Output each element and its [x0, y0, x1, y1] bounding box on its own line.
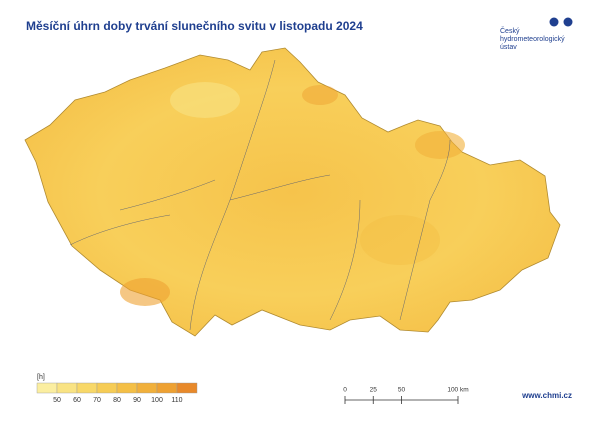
map: [24, 47, 561, 337]
map-shade: [170, 82, 240, 118]
legend-swatch: [176, 382, 198, 394]
logo-dot: [563, 17, 573, 27]
legend-tick-label: 100: [151, 397, 163, 404]
title: Měsíční úhrn doby trvání slunečního svit…: [26, 19, 363, 33]
legend: [h] 50 60 70 80 90 100 110: [36, 374, 198, 404]
map-shade: [302, 85, 338, 105]
footer-link: www.chmi.cz: [521, 391, 572, 400]
logo-text: Český: [500, 26, 520, 35]
legend-swatch: [156, 382, 178, 394]
logo: Český hydrometeorologický ústav: [500, 17, 573, 51]
map-shade: [360, 215, 440, 265]
rivers: [69, 59, 451, 331]
legend-swatch: [96, 382, 118, 394]
country-shape: [24, 47, 561, 337]
legend-tick-label: 60: [73, 397, 81, 404]
legend-tick-label: 110: [171, 397, 182, 404]
legend-tick-label: 70: [93, 397, 101, 404]
legend-tick-label: 80: [113, 397, 121, 404]
legend-swatch: [76, 382, 98, 394]
scale-label: 25: [370, 387, 378, 394]
legend-tick-label: 90: [133, 397, 141, 404]
scale-label: 50: [398, 387, 406, 394]
legend-swatch: [116, 382, 138, 394]
logo-text: ústav: [500, 44, 517, 51]
legend-swatch: [56, 382, 78, 394]
scale-label: 0: [343, 387, 347, 394]
scale-label: 100 km: [447, 387, 468, 394]
legend-tick-label: 50: [53, 397, 61, 404]
map-shade: [120, 278, 170, 306]
legend-unit: [h]: [37, 374, 45, 381]
scale-bar: 0 25 50 100 km: [343, 387, 469, 404]
logo-dot: [549, 17, 559, 27]
map-shade: [415, 131, 465, 159]
logo-text: hydrometeorologický: [500, 36, 565, 43]
legend-swatch: [136, 382, 158, 394]
legend-swatch: [36, 382, 58, 394]
